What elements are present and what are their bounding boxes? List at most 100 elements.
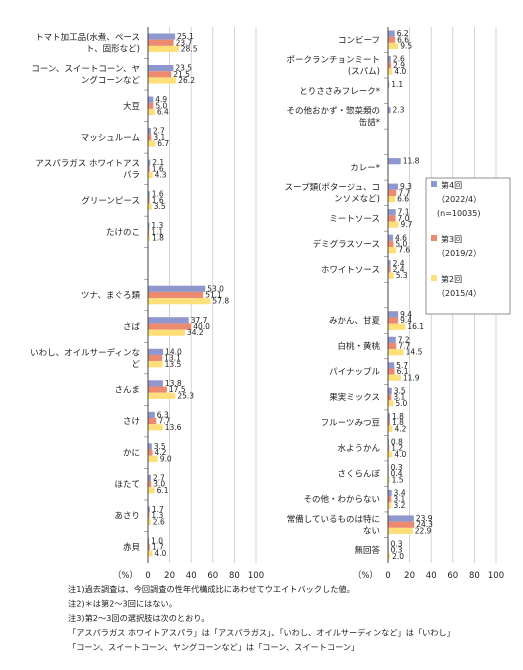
category-label: 果実ミックス [329,392,380,403]
category-label: さくらんぼ [337,470,380,480]
tick-label: 100 [488,571,504,581]
bar [388,42,399,50]
tick-label: 80 [229,571,240,581]
bar [148,228,150,236]
data-label: 7.1 [398,208,410,217]
bar [148,411,155,419]
data-label: 14.5 [406,348,423,357]
tick-label: 100 [248,571,264,581]
data-label: 11.9 [403,373,420,382]
bar [388,36,396,43]
data-label: 2.1 [152,158,164,167]
bar [388,183,399,190]
bar [388,489,392,497]
legend-label: 第4回 [441,180,462,190]
data-label: 6.1 [397,367,409,376]
category-label: 缶詰* [359,117,380,128]
bar [148,380,163,387]
bar [148,544,150,551]
category-label: ホワイトソース [321,265,380,275]
category-label: ほたて [114,480,140,490]
legend-label: 第3回 [441,234,462,244]
data-label: 2.9 [393,61,405,70]
bar [388,107,391,114]
data-label: 4.0 [394,450,406,459]
data-label: 34.2 [187,328,204,337]
bar [148,140,156,147]
bar [148,361,163,368]
bar [148,128,151,135]
legend-swatch [431,235,437,241]
tick-label: 80 [469,571,480,581]
bar [388,234,393,241]
bar [388,553,391,560]
bar [388,215,396,222]
bar [148,159,151,166]
bar [388,419,390,426]
data-label: 57.8 [212,297,229,306]
bar [388,260,391,267]
category-label: パラ [123,171,140,181]
data-label: 7.6 [398,246,410,255]
data-label: 4.9 [155,95,167,104]
bar [148,449,153,456]
data-label: 1.5 [392,475,404,484]
bar [148,537,150,545]
bar [388,196,396,203]
bar [148,285,206,292]
data-label: 1.8 [392,412,404,421]
data-label: 40.0 [193,322,210,331]
category-label: ト、固形など) [86,45,140,55]
category-label: その他・わからない [303,494,380,505]
data-label: 0.8 [391,437,403,446]
footnote: 注3)第2～3回の選択肢は次のとおり。 [68,613,209,623]
data-label: 1.0 [151,537,163,546]
bar [388,272,394,279]
bar [388,527,413,535]
category-label: デミグラスソース [313,239,380,250]
category-label: ない [363,526,380,536]
footnotes: 注1)過去調査は、今回調査の性年代構成比にあわせてウエイトバックした値。注2)＊… [68,584,455,652]
data-label: 23.9 [416,514,433,523]
bar [388,81,390,88]
data-label: 9.7 [400,220,412,229]
category-label: あさり [114,512,140,522]
category-label: ポークランチョンミート [286,56,380,66]
data-label: 28.5 [181,44,198,53]
data-label: 1.6 [152,190,164,199]
data-label: 1.2 [391,444,403,453]
legend-swatch [431,275,437,281]
data-label: 4.0 [394,67,406,76]
bar [148,197,150,204]
data-label: 21.5 [173,70,190,79]
bar [148,518,151,526]
data-label: 3.5 [394,386,406,395]
bar [148,96,154,103]
bar [148,550,153,557]
data-label: 3.1 [153,133,165,142]
data-label: 51.1 [205,291,222,300]
bar [148,354,163,362]
bar [388,68,393,75]
data-label: 13.6 [165,423,182,432]
data-label: 6.3 [157,410,169,419]
bar [148,77,177,84]
data-label: 9.4 [400,316,412,325]
data-label: 26.2 [178,76,195,85]
bar [388,323,406,330]
bar [148,165,150,172]
data-label: 25.3 [177,391,194,400]
legend-label: (n=10035) [437,209,480,218]
bar [148,329,185,336]
data-label: 6.2 [397,29,409,38]
data-label: 3.1 [393,495,405,504]
tick-label: 40 [426,571,437,581]
bar [148,512,150,519]
bar [388,349,404,356]
bar [388,317,399,324]
data-label: 0.3 [391,540,403,549]
data-label: 6.6 [397,35,409,44]
bar [388,476,390,483]
